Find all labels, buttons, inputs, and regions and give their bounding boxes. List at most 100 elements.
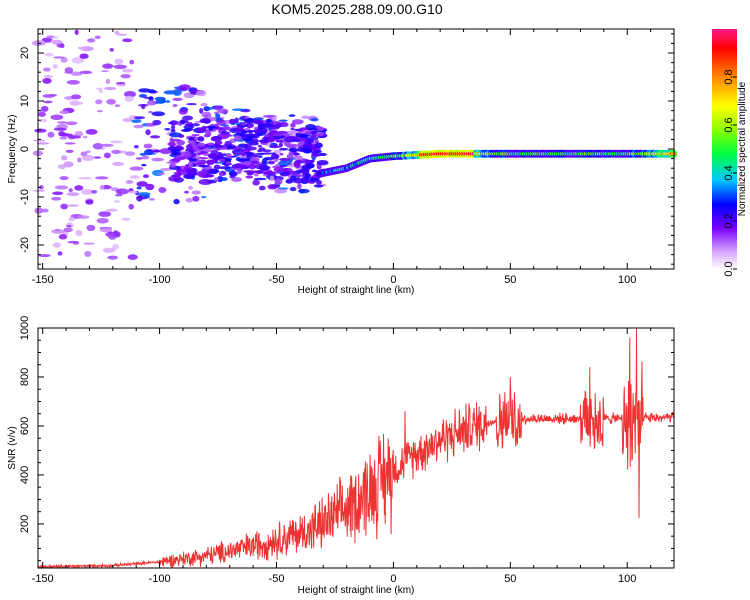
spectrogram-blob [234, 148, 246, 152]
x-tick-label: -100 [149, 573, 171, 585]
spectrogram-blob [203, 147, 212, 153]
spectrogram-blob [63, 133, 73, 136]
spectrogram-blob [148, 111, 153, 114]
spectrogram-blob [258, 185, 266, 191]
spectrogram-blob [68, 188, 73, 193]
spectrogram-blob [39, 118, 47, 123]
spectrogram-y-ticks: -20 -10 0 10 20 [19, 33, 674, 265]
spectrogram-blob [274, 188, 288, 194]
spectrogram-blob [141, 163, 147, 167]
spectrogram-blob [143, 122, 156, 127]
spectrogram-blob [95, 87, 101, 90]
spectrogram-blob [243, 136, 254, 142]
spectrogram-blob [142, 174, 150, 179]
spectrogram-blob [152, 119, 162, 126]
spectrogram-blob [103, 152, 111, 159]
spectrogram-blob [71, 57, 85, 64]
spectrogram-blob [129, 59, 135, 65]
spectrogram-blob [53, 127, 67, 131]
spectrogram-blob [66, 225, 72, 228]
spectrogram-blob [278, 160, 291, 167]
spectrogram-blob [104, 86, 117, 91]
spectrogram-blob [116, 33, 128, 36]
spectrogram-blob [185, 168, 195, 174]
spectrogram-blob [257, 144, 263, 148]
spectrogram-blob [180, 129, 192, 132]
spectrogram-blob [94, 35, 101, 40]
spectrogram-blob [265, 171, 276, 175]
spectrogram-blob [212, 136, 222, 140]
spectrogram-blob [74, 131, 84, 137]
spectrogram-blob [260, 122, 271, 127]
spectrogram-blob [36, 142, 50, 145]
spectrogram-blob [109, 140, 123, 144]
spectrogram-blob [82, 135, 88, 139]
spectrogram-blob [288, 114, 296, 117]
spectrogram-blob [61, 155, 68, 161]
spectrogram-blob [70, 94, 82, 100]
spectrogram-blob [42, 94, 56, 98]
spectrogram-blob [293, 162, 301, 169]
spectrogram-blob [187, 161, 194, 168]
spectrogram-blob [199, 108, 204, 114]
spectrogram-blob [278, 165, 288, 168]
spectrogram-blob [146, 100, 157, 106]
spectrogram-blob [246, 154, 260, 158]
spectrogram-blob [243, 170, 255, 173]
snr-series-line [37, 327, 675, 570]
spectrogram-blob [214, 123, 219, 127]
spectrogram-blob [236, 126, 244, 133]
y-tick-label: 10 [19, 95, 31, 107]
spectrogram-blob [105, 78, 111, 85]
spectrogram-blob [65, 149, 74, 153]
spectrogram-blob [172, 103, 178, 108]
spectrogram-blob [253, 177, 267, 181]
y-tick-label: -10 [19, 189, 31, 205]
spectrogram-blob [58, 233, 68, 240]
spectrogram-blob [122, 38, 133, 43]
spectrogram-blob [309, 177, 320, 182]
spectrogram-blob [127, 254, 138, 260]
spectrogram-blob [270, 153, 280, 160]
spectrogram-blob [299, 129, 304, 132]
snr-x-ticks: -150 -100 -50 0 50 100 [32, 328, 675, 585]
spectrogram-y-axis-label: Frequency (Hz) [7, 115, 18, 184]
spectrogram-blob [66, 79, 80, 85]
spectrogram-blob [268, 145, 281, 149]
spectrogram-blob [168, 141, 176, 147]
snr-y-axis-label: SNR (v/v) [7, 426, 18, 469]
spectrogram-blob [52, 191, 64, 196]
spectrogram-blob [303, 142, 313, 148]
spectrogram-blob [214, 177, 219, 182]
spectrogram-blob [182, 115, 194, 121]
spectrogram-blob [191, 123, 200, 127]
spectrogram-blob [100, 70, 110, 73]
spectrogram-blob [109, 48, 115, 52]
spectrogram-blob [170, 148, 181, 154]
spectrogram-blob [142, 123, 147, 127]
spectrogram-blob [225, 161, 231, 165]
spectrogram-blob [311, 133, 317, 139]
spectrogram-blob [128, 203, 134, 210]
spectrogram-blob [234, 135, 242, 141]
spectrogram-blob [178, 84, 191, 90]
spectrogram-blob [121, 217, 131, 221]
spectrogram-blob [102, 247, 116, 253]
spectrogram-blob [215, 156, 225, 159]
spectrogram-blob [144, 194, 150, 199]
spectrogram-blob [96, 217, 109, 224]
spectrogram-blob [149, 135, 161, 139]
spectrogram-blob [76, 215, 90, 219]
spectrogram-blob [79, 70, 93, 75]
spectrogram-blob [186, 173, 197, 177]
spectrogram-blob [124, 95, 134, 102]
y-tick-label: 800 [19, 368, 31, 386]
spectrogram-blob [245, 175, 254, 179]
spectrogram-blob [42, 208, 49, 213]
spectrogram-blob [272, 133, 285, 137]
x-tick-label: -50 [269, 573, 285, 585]
spectrogram-blob [309, 159, 315, 163]
spectrogram-blob [157, 172, 165, 176]
spectrogram-blob [108, 234, 117, 240]
